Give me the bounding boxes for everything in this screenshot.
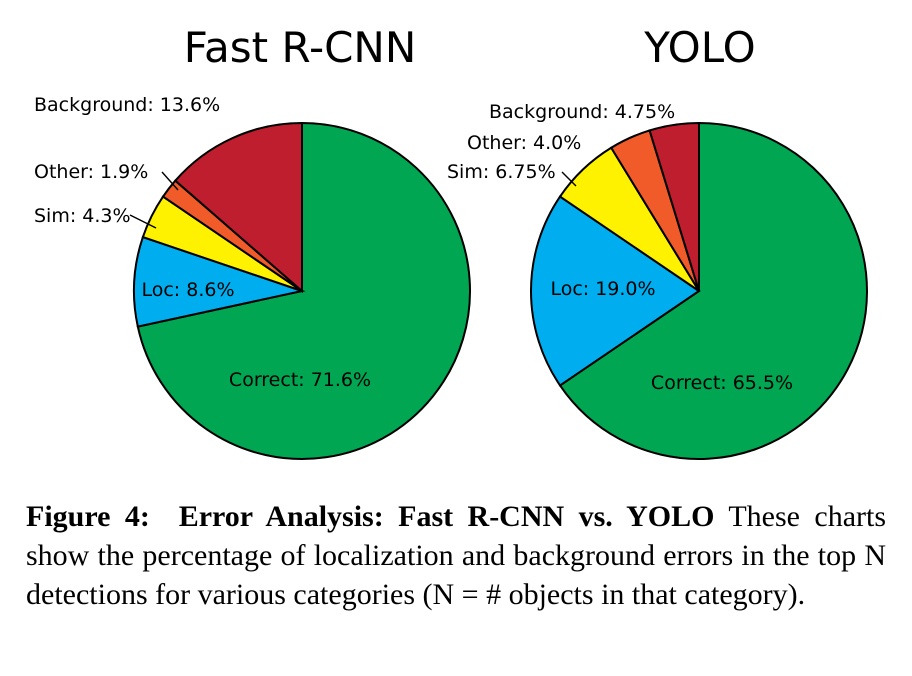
- leader-line-sim: [561, 171, 577, 187]
- caption-figure-label: Figure 4:: [26, 500, 150, 533]
- charts-figure: Fast R-CNN YOLO Correct: 71.6% Loc: 8.6% S…: [34, 23, 868, 460]
- caption-text: These charts show the percentage of loca…: [26, 500, 887, 611]
- pie-chart-fast-rcnn: Correct: 71.6% Loc: 8.6% Sim: 4.3% Other: 1…: [34, 94, 471, 460]
- slice-label-sim: Sim: 6.75%: [447, 161, 556, 183]
- slice-label-other: Other: 4.0%: [467, 132, 581, 154]
- chart-title-yolo: YOLO: [643, 23, 755, 72]
- figure-caption: Figure 4: Error Analysis: Fast R-CNN vs.…: [26, 497, 886, 614]
- slice-label-background: Background: 4.75%: [489, 101, 675, 123]
- slice-label-loc: Loc: 19.0%: [550, 278, 655, 300]
- pie-slice-background: [173, 121, 303, 294]
- slice-label-other: Other: 1.9%: [34, 161, 148, 183]
- slice-label-loc: Loc: 8.6%: [141, 279, 234, 301]
- pie-slice-correct: [558, 121, 868, 460]
- slice-label-background: Background: 13.6%: [34, 94, 220, 116]
- pie-slice-background: [648, 121, 700, 292]
- slice-label-correct: Correct: 65.5%: [651, 372, 793, 394]
- chart-title-fast-rcnn: Fast R-CNN: [184, 23, 417, 72]
- slice-label-correct: Correct: 71.6%: [229, 369, 371, 391]
- caption-title: Error Analysis: Fast R-CNN vs. YOLO: [178, 500, 715, 533]
- leader-line-other: [161, 171, 179, 191]
- pie-chart-yolo: Correct: 65.5% Loc: 19.0% Sim: 6.75% Other:…: [447, 101, 868, 460]
- leader-line-sim: [129, 214, 157, 229]
- slice-label-sim: Sim: 4.3%: [34, 205, 131, 227]
- pie-slice-loc: [133, 235, 306, 328]
- pie-slice-loc: [530, 195, 701, 387]
